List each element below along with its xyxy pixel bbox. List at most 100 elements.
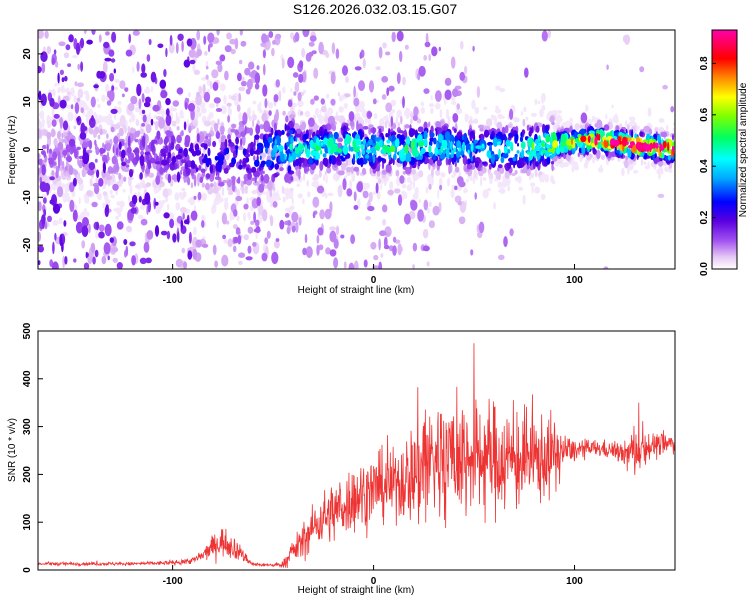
spectrogram-cell	[242, 120, 246, 125]
spectrogram-cell	[195, 93, 202, 106]
spectrogram-cell	[183, 219, 190, 225]
spectrogram-cell	[341, 162, 347, 171]
spectrogram-cell	[300, 111, 304, 116]
spectrogram-cell	[139, 172, 143, 180]
spectrogram-cell	[621, 167, 625, 177]
spectrogram-cell	[499, 87, 506, 93]
spectrogram-cell	[373, 254, 379, 261]
spectrogram-cell	[493, 202, 496, 210]
spectrogram-cell	[179, 192, 183, 196]
snr-y-tick-label: 200	[22, 466, 33, 483]
spectrogram-cell	[180, 219, 184, 230]
spectrogram-cell	[382, 42, 387, 49]
spectrogram-cell	[284, 153, 287, 160]
spectrogram-cell	[523, 156, 530, 162]
spectrogram-cell	[524, 67, 529, 78]
spectrogram-cell	[228, 139, 232, 144]
spectrogram-cell	[40, 93, 47, 106]
spectrogram-cell	[353, 166, 360, 172]
spectrogram-cell	[487, 141, 493, 146]
spectrogram-cell	[238, 252, 246, 258]
spectrogram-cell	[451, 174, 455, 178]
spectrogram-cell	[94, 126, 100, 135]
spectrogram-cell	[57, 151, 61, 164]
spectrogram-cell	[142, 114, 147, 123]
spectrogram-cell	[197, 191, 202, 201]
spectrogram-cell	[253, 159, 260, 167]
spectrogram-cell	[303, 173, 306, 182]
spectrogram-cell	[335, 48, 340, 59]
spectrogram-cell	[409, 165, 412, 170]
spectrogram-cell	[474, 106, 480, 115]
spectrogram-cell	[285, 207, 290, 212]
spectrogram-cell	[144, 151, 151, 156]
spectrogram-cell	[232, 245, 237, 253]
spectrogram-cell	[103, 242, 111, 255]
spectrogram-cell	[113, 113, 117, 120]
spectrogram-cell	[128, 33, 131, 44]
spectrogram-cell	[367, 199, 371, 208]
spectrogram-cell	[139, 257, 147, 264]
spectrogram-cell	[247, 245, 252, 254]
spectrogram-cell	[309, 35, 317, 42]
spectrogram-cell	[330, 133, 334, 139]
spectrogram-cell	[96, 221, 99, 231]
spectrogram-cell	[227, 115, 231, 123]
spectrogram-cell	[346, 188, 353, 197]
spectrogram-cell	[497, 167, 500, 172]
spectrogram-cell	[121, 93, 125, 98]
spectrogram-cell	[51, 170, 55, 176]
spectrogram-cell	[265, 147, 268, 154]
spectrogram-cell	[115, 161, 119, 170]
spectrogram-cell	[38, 201, 42, 212]
spectrogram-cell	[116, 262, 123, 269]
spectrogram-cell	[482, 161, 487, 165]
spectrogram-cell	[163, 212, 170, 219]
spectrogram-cell	[379, 118, 385, 128]
spectrogram-cell	[223, 200, 229, 211]
spectrogram-cell	[365, 143, 369, 148]
spectrogram-cell	[205, 158, 210, 168]
spectrogram-cell	[397, 194, 403, 206]
spectrogram-cell	[316, 244, 320, 256]
spectrogram-cell	[458, 147, 462, 152]
spectrogram-cell	[188, 196, 196, 206]
spectrogram-cell	[487, 187, 491, 192]
spectrogram-cell	[393, 153, 397, 161]
spectrogram-cell	[320, 105, 327, 113]
spectrogram-cell	[470, 142, 474, 153]
spectrogram-cell	[244, 185, 248, 192]
spectrogram-cell	[209, 81, 213, 90]
spectrogram-cell	[75, 221, 84, 234]
spectrogram-cell	[297, 99, 304, 108]
spectrogram-cell	[308, 117, 315, 127]
spectrogram-cell	[355, 151, 359, 160]
spectrogram-cell	[353, 205, 359, 210]
spectrogram-cell	[275, 238, 280, 242]
spectrogram-cell	[551, 175, 554, 183]
spectrogram-cell	[574, 123, 580, 131]
spectrogram-cell	[187, 102, 196, 112]
spectrogram-cell	[357, 116, 363, 122]
spectrogram-cell	[243, 234, 249, 241]
spectrogram-cell	[439, 184, 443, 191]
spectrogram-cell	[88, 117, 96, 128]
spectrogram-cell	[518, 186, 524, 191]
spectrogram-cell	[391, 31, 396, 43]
spectrogram-cell	[396, 109, 403, 118]
spectrogram-cell	[420, 147, 426, 154]
spectrogram-cell	[478, 124, 484, 129]
spectrogram-cell	[322, 157, 328, 166]
spectrogram-cell	[474, 160, 479, 168]
spectrogram-cell	[203, 91, 211, 103]
spectrogram-cell	[138, 98, 142, 110]
spectrogram-cell	[140, 218, 148, 226]
spectrogram-cell	[83, 207, 88, 217]
spectrogram-cell	[82, 217, 89, 228]
spectrogram-cell	[445, 156, 449, 166]
spectrogram-cell	[658, 118, 665, 123]
spectrogram-cell	[271, 47, 275, 57]
spectrogram-cell	[438, 46, 441, 52]
spectrogram-cell	[43, 174, 48, 183]
spectrogram-cell	[597, 133, 601, 141]
